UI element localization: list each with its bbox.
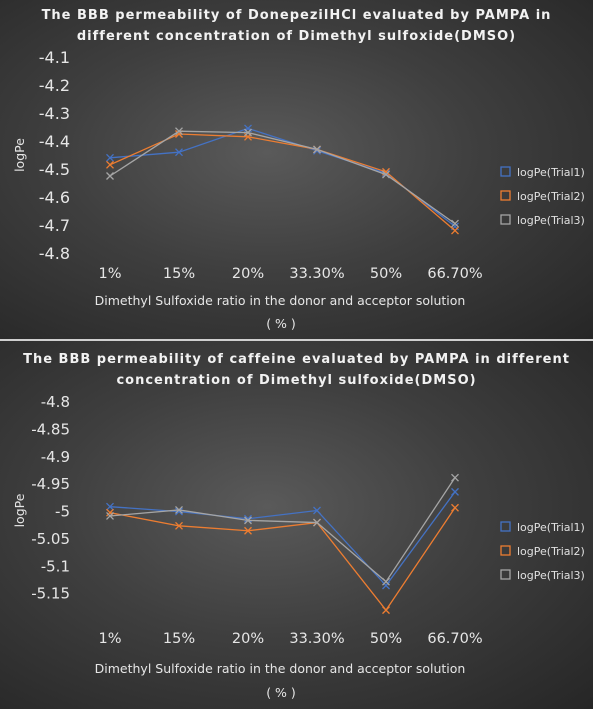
data-point-marker xyxy=(106,512,114,520)
chart-svg-donepezil: -4.1 -4.2 -4.3 -4.4 -4.5 -4.6 -4.7 -4.8 1% 15% 20%… xyxy=(12,47,585,331)
y-tick-label: -4.3 xyxy=(39,104,70,123)
legend-label: logPe(Trial3) xyxy=(517,569,585,582)
data-point-marker xyxy=(313,518,321,527)
chart-panel-donepezil: The BBB permeability of DonepezilHCl eva… xyxy=(0,0,593,339)
x-tick-label: 33.30% xyxy=(289,631,344,647)
x-axis-unit: ( % ) xyxy=(266,316,296,331)
y-tick-label: -5 xyxy=(55,503,70,521)
x-axis-title: Dimethyl Sulfoxide ratio in the donor an… xyxy=(95,661,466,676)
legend-swatch xyxy=(500,190,511,201)
data-point-marker xyxy=(244,526,252,535)
x-tick-label: 50% xyxy=(370,631,402,647)
data-point-marker xyxy=(451,219,459,228)
series-line xyxy=(109,491,456,587)
data-point-marker xyxy=(106,508,114,517)
x-tick-label: 20% xyxy=(232,266,264,282)
y-tick-label: -4.4 xyxy=(39,132,70,151)
y-tick-label: -4.6 xyxy=(39,188,70,207)
y-tick-label: -4.8 xyxy=(39,244,70,263)
divider xyxy=(0,339,593,341)
data-point-marker xyxy=(175,521,183,530)
y-tick-label: -4.5 xyxy=(39,160,70,179)
data-point-marker xyxy=(106,502,114,511)
data-point-marker xyxy=(382,581,390,590)
y-tick-label: -5.1 xyxy=(41,557,70,575)
x-tick-label: 66.70% xyxy=(427,266,482,282)
y-tick-label: -4.2 xyxy=(39,76,70,95)
data-point-marker xyxy=(175,507,183,516)
data-point-marker xyxy=(313,145,321,154)
x-tick-label: 1% xyxy=(98,266,121,282)
data-point-marker xyxy=(106,160,114,169)
x-tick-label: 33.30% xyxy=(289,266,344,282)
legend-swatch xyxy=(500,569,511,580)
series-line xyxy=(109,130,456,225)
y-tick-label: -5.05 xyxy=(31,530,70,548)
x-tick-label: 1% xyxy=(98,631,121,647)
legend-swatch xyxy=(500,214,511,225)
x-tick-label: 15% xyxy=(163,631,195,647)
data-point-marker xyxy=(106,153,114,162)
legend-swatch xyxy=(500,545,511,556)
y-axis-title: logPe xyxy=(12,493,27,527)
data-point-marker xyxy=(244,128,252,137)
data-point-marker xyxy=(382,606,390,615)
data-point-marker xyxy=(244,516,252,525)
chart-title: The BBB permeability of caffeine evaluat… xyxy=(23,352,570,388)
data-point-marker xyxy=(313,506,321,515)
chart-title: The BBB permeability of DonepezilHCl eva… xyxy=(41,8,552,44)
legend-label: logPe(Trial2) xyxy=(517,545,585,558)
y-tick-label: -4.95 xyxy=(31,475,70,493)
legend-swatch xyxy=(500,521,511,532)
x-tick-label: 66.70% xyxy=(427,631,482,647)
legend-label: logPe(Trial1) xyxy=(517,166,585,179)
legend-label: logPe(Trial2) xyxy=(517,190,585,203)
legend-swatch xyxy=(500,166,511,177)
chart-svg-caffeine: -4.8 -4.85 -4.9 -4.95 -5 -5.05 -5.1 -5.15 1% 15% 2… xyxy=(12,391,585,700)
x-tick-label: 20% xyxy=(232,631,264,647)
y-tick-label: -4.8 xyxy=(41,393,70,411)
plot-area xyxy=(78,47,480,253)
series-line xyxy=(109,507,456,612)
series-line xyxy=(109,133,456,232)
data-point-marker xyxy=(106,172,114,180)
y-tick-label: -4.7 xyxy=(39,216,70,235)
x-axis-unit: ( % ) xyxy=(266,685,296,700)
legend-label: logPe(Trial1) xyxy=(517,521,585,534)
x-axis-title: Dimethyl Sulfoxide ratio in the donor an… xyxy=(95,293,466,308)
data-point-marker xyxy=(175,505,183,514)
x-tick-label: 15% xyxy=(163,266,195,282)
data-point-marker xyxy=(451,503,459,512)
plot-area xyxy=(78,391,480,620)
data-point-marker xyxy=(382,577,390,586)
data-point-marker xyxy=(451,226,459,235)
y-tick-label: -4.9 xyxy=(41,448,70,466)
y-tick-label: -5.15 xyxy=(31,585,70,603)
data-point-marker xyxy=(175,148,183,157)
series-line xyxy=(109,477,456,583)
legend-label: logPe(Trial3) xyxy=(517,214,585,227)
chart-panel-caffeine: The BBB permeability of caffeine evaluat… xyxy=(0,341,593,709)
y-tick-label: -4.1 xyxy=(39,48,70,67)
x-tick-label: 50% xyxy=(370,266,402,282)
data-point-marker xyxy=(451,487,459,496)
y-tick-label: -4.85 xyxy=(31,420,70,438)
data-point-marker xyxy=(451,473,459,482)
y-axis-title: logPe xyxy=(12,138,27,172)
data-point-marker xyxy=(382,170,390,179)
data-point-marker xyxy=(175,127,183,136)
